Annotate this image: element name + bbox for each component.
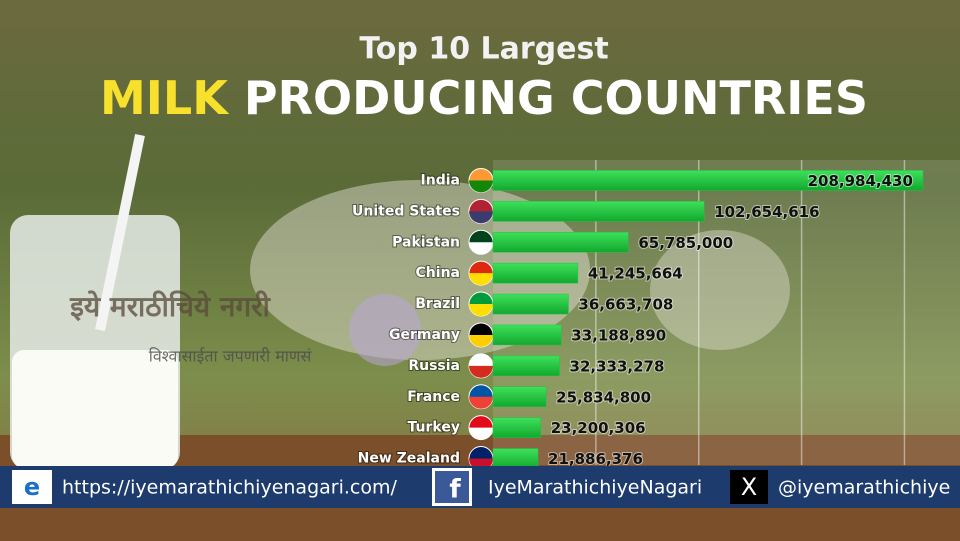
chart-headline: MILK PRODUCING COUNTRIES (100, 71, 868, 125)
value-label: 41,245,664 (588, 265, 683, 283)
category-label: India (421, 172, 460, 188)
bar (492, 386, 547, 407)
straw (95, 133, 145, 332)
milk (12, 350, 178, 468)
category-label: United States (352, 203, 460, 219)
web-icon (12, 470, 52, 504)
bar (492, 448, 539, 469)
flag (469, 396, 493, 409)
watermark-logo (349, 294, 421, 366)
watermark-tagline: विश्वासाईता जपणारी माणसं (149, 347, 313, 366)
bar-chart: India 208,984,430 United States 102,654,616… (351, 160, 924, 472)
flag (469, 365, 493, 378)
cow (650, 230, 790, 350)
value-label: 23,200,306 (551, 419, 646, 437)
web-icon-glyph: e (24, 473, 40, 501)
bar (492, 262, 579, 284)
bar (492, 293, 569, 315)
category-label: Germany (389, 327, 460, 343)
value-label: 33,188,890 (571, 326, 666, 344)
headline-highlight: MILK (100, 71, 230, 125)
facebook-link[interactable]: IyeMarathichiyeNagari (488, 477, 702, 499)
flag (469, 211, 493, 224)
value-label: 32,333,278 (570, 357, 665, 375)
category-label: China (416, 265, 460, 281)
value-label: 102,654,616 (714, 203, 819, 221)
flag (469, 242, 493, 255)
category-label: Pakistan (392, 234, 460, 250)
footer-bar (0, 466, 960, 508)
flag (469, 273, 493, 286)
bar (492, 417, 541, 438)
flag (469, 427, 493, 440)
value-label: 25,834,800 (556, 388, 651, 406)
x-link[interactable]: @iyemarathichiye (778, 477, 950, 499)
category-label: New Zealand (358, 451, 460, 467)
flag (469, 180, 493, 193)
facebook-icon-bg (435, 471, 469, 503)
category-label: France (407, 389, 460, 405)
category-label: Brazil (415, 296, 460, 312)
bar (492, 201, 705, 222)
category-label: Turkey (408, 420, 460, 436)
website-link[interactable]: https://iyemarathichiyenagari.com/ (62, 477, 397, 499)
headline-rest: PRODUCING COUNTRIES (244, 71, 868, 125)
facebook-icon-glyph: f (449, 475, 461, 505)
bar (492, 232, 629, 253)
cow (250, 180, 590, 360)
category-label: Russia (408, 358, 460, 374)
value-label: 21,886,376 (548, 450, 643, 468)
chart-title: Top 10 Largest (359, 32, 608, 67)
value-label: 65,785,000 (638, 234, 733, 252)
bar (492, 324, 562, 346)
watermark-title: इये मराठीचिये नगरी (69, 290, 271, 323)
bar (492, 355, 560, 377)
value-label: 208,984,430 (808, 172, 913, 190)
x-icon-glyph: X (741, 473, 757, 501)
flag (469, 334, 493, 347)
bar (492, 170, 924, 191)
value-label: 36,663,708 (578, 296, 673, 314)
flag (469, 304, 493, 317)
x-icon (730, 470, 768, 504)
